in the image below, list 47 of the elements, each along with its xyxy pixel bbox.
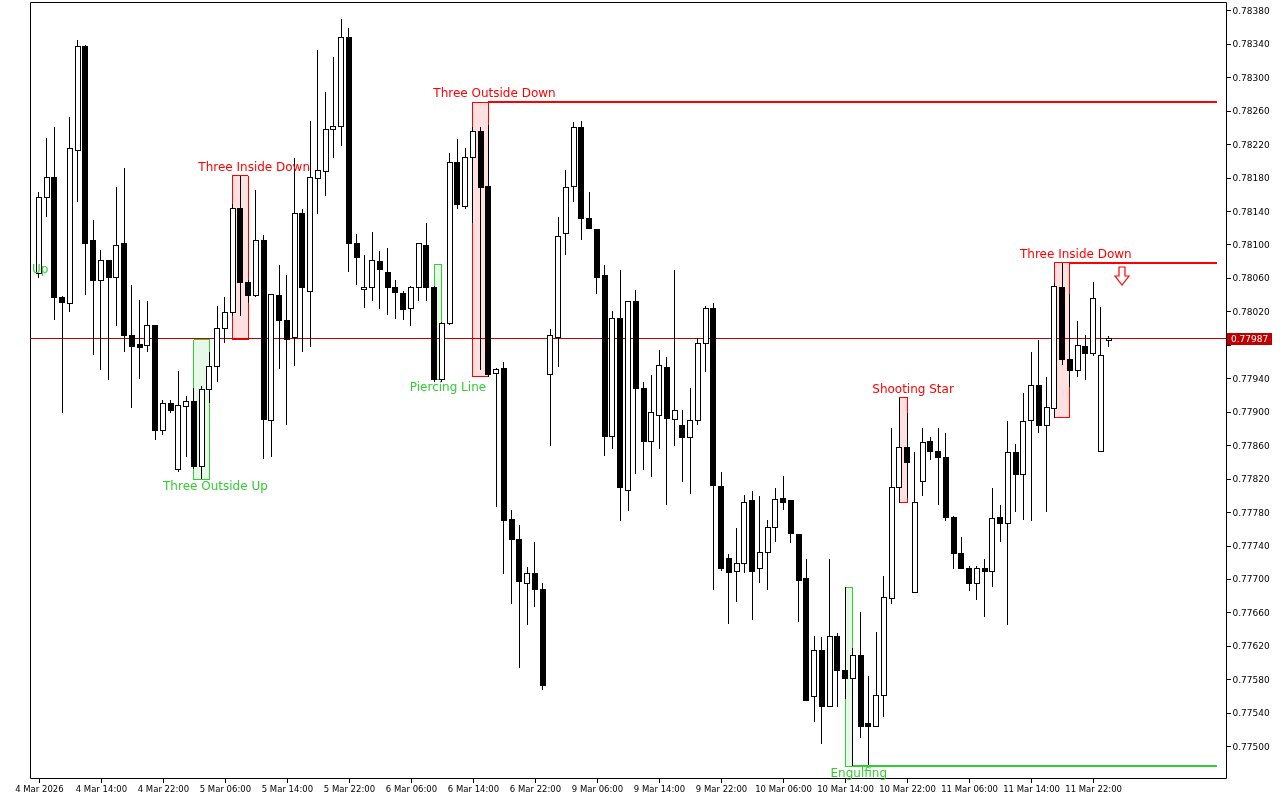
legend-label: Three Outside Up	[162, 479, 268, 494]
x-tick-label: 5 Mar 06:00	[199, 783, 252, 794]
legend-label: Three Outside Down	[432, 86, 556, 101]
x-tick-label: 6 Mar 14:00	[447, 783, 500, 794]
y-tick-label: 0.78340	[1232, 39, 1270, 50]
y-tick-label: 0.78020	[1232, 306, 1270, 317]
y-tick-label: 0.77660	[1232, 607, 1270, 618]
x-tick-label: 10 Mar 22:00	[879, 783, 936, 794]
y-tick-label: 0.78220	[1232, 139, 1270, 150]
y-tick-label: 0.77580	[1232, 674, 1270, 685]
legend-label: Piercing Line	[409, 379, 487, 394]
y-tick-label: 0.78060	[1232, 273, 1270, 284]
y-tick-label: 0.77860	[1232, 440, 1270, 451]
y-tick-label: 0.77900	[1232, 407, 1270, 418]
x-tick-label: 5 Mar 22:00	[323, 783, 376, 794]
y-tick-label: 0.77940	[1232, 373, 1270, 384]
x-tick-label: 4 Mar 2026	[15, 783, 64, 794]
y-tick-label: 0.77500	[1232, 741, 1270, 752]
legend-label: Three Inside Down	[1018, 246, 1132, 261]
x-tick-label: 6 Mar 22:00	[509, 783, 562, 794]
x-tick-label: 9 Mar 06:00	[571, 783, 624, 794]
x-tick-label: 10 Mar 14:00	[817, 783, 874, 794]
y-tick-label: 0.77740	[1232, 541, 1270, 552]
legend-label: Engulfing	[830, 766, 888, 781]
x-tick-label: 5 Mar 14:00	[261, 783, 314, 794]
y-tick-label: 0.78180	[1232, 173, 1270, 184]
x-tick-label: 11 Mar 06:00	[941, 783, 998, 794]
y-tick-label: 0.78300	[1232, 72, 1270, 83]
y-tick-label: 0.77700	[1232, 574, 1270, 585]
y-tick-label: 0.78100	[1232, 240, 1270, 250]
x-tick-label: 9 Mar 22:00	[695, 783, 748, 794]
y-tick-label: 0.77620	[1232, 641, 1270, 652]
x-tick-label: 4 Mar 22:00	[137, 783, 190, 794]
x-tick-label: 4 Mar 14:00	[75, 783, 128, 794]
y-tick-label: 0.77540	[1232, 708, 1270, 719]
y-tick-label: 0.78380	[1232, 5, 1270, 16]
x-tick-label: 11 Mar 22:00	[1065, 783, 1122, 794]
y-tick-label: 0.78140	[1232, 206, 1270, 217]
x-tick-label: 9 Mar 14:00	[633, 783, 686, 794]
ref-line-label: 0.77987	[1231, 333, 1269, 344]
x-tick-label: 6 Mar 06:00	[385, 783, 438, 794]
y-tick-label: 0.78260	[1232, 106, 1270, 117]
y-tick-label: 0.77780	[1232, 507, 1270, 518]
legend-label: Shooting Star	[872, 381, 954, 396]
y-tick-label: 0.77820	[1232, 474, 1270, 485]
x-tick-label: 11 Mar 14:00	[1003, 783, 1060, 794]
x-tick-label: 10 Mar 06:00	[755, 783, 812, 794]
